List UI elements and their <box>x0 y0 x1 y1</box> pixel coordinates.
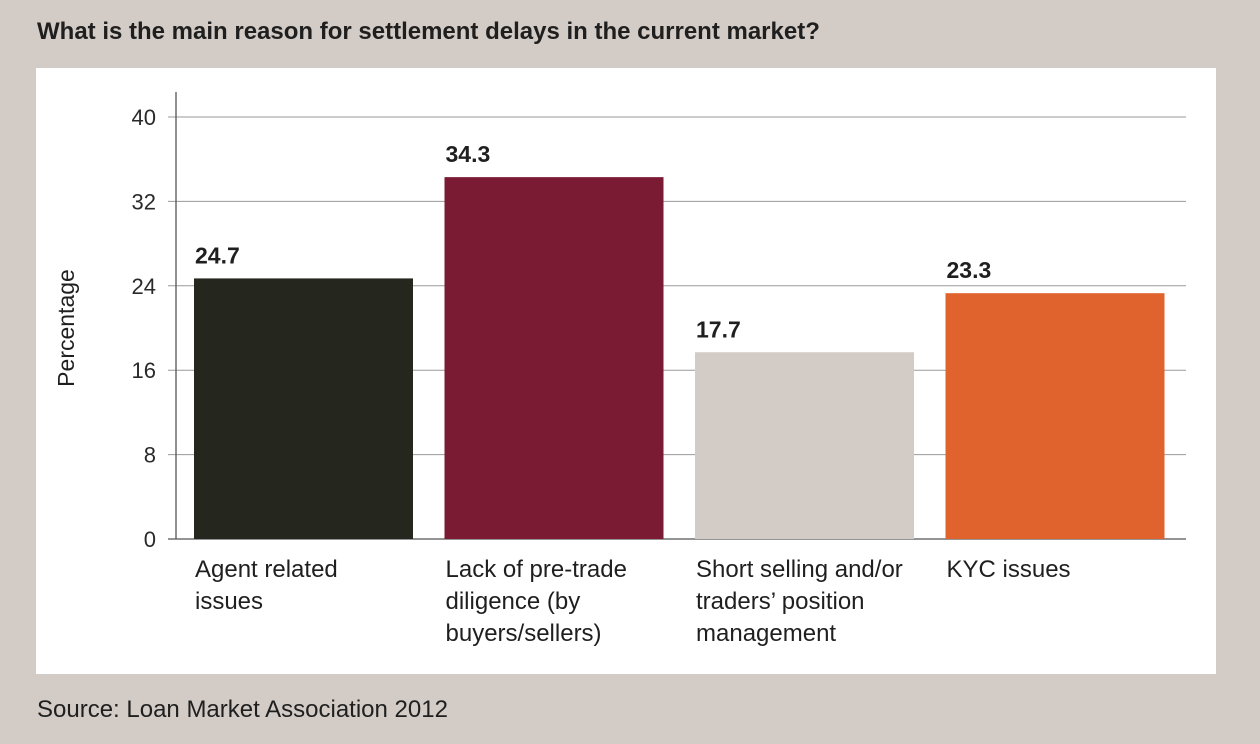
x-category-label: Short selling and/or <box>696 556 903 583</box>
bar-value-label: 34.3 <box>446 141 491 167</box>
x-category-label: diligence (by <box>446 588 581 615</box>
bar <box>194 278 413 539</box>
y-tick-label: 32 <box>132 189 156 214</box>
bar <box>945 293 1165 539</box>
x-category-label: traders’ position <box>696 588 865 615</box>
y-tick-label: 8 <box>144 443 156 468</box>
x-category-label: management <box>696 620 836 647</box>
x-category-label: KYC issues <box>947 556 1071 583</box>
y-tick-label: 24 <box>132 274 156 299</box>
bar-value-label: 24.7 <box>195 242 240 268</box>
chart-title: What is the main reason for settlement d… <box>37 18 820 45</box>
y-tick-label: 0 <box>144 527 156 552</box>
bar-chart: 0 8 16 24 32 40 Percentage 24.7 Agent related iss… <box>53 92 1186 647</box>
bar-value-label: 23.3 <box>947 257 992 283</box>
bar <box>444 177 664 539</box>
y-tick-label: 40 <box>132 105 156 130</box>
y-axis-label: Percentage <box>53 269 79 387</box>
x-category-label: buyers/sellers) <box>446 620 602 647</box>
x-category-label: Agent related <box>195 556 338 583</box>
bar-value-label: 17.7 <box>696 316 741 342</box>
x-category-label: Lack of pre-trade <box>446 556 627 583</box>
bar <box>695 352 914 539</box>
chart-panel: 0 8 16 24 32 40 Percentage 24.7 Agent related iss… <box>36 68 1216 674</box>
y-tick-label: 16 <box>132 358 156 383</box>
x-category-label: issues <box>195 588 263 615</box>
source-note: Source: Loan Market Association 2012 <box>37 696 448 723</box>
